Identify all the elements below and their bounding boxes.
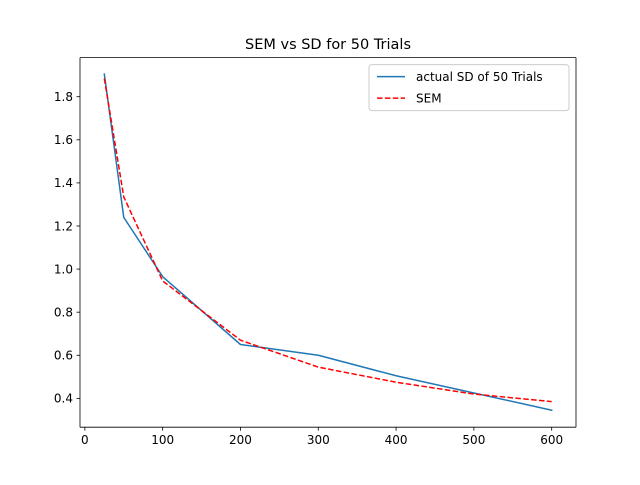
legend-label-1: SEM [416,91,442,105]
y-tick-label: 1.8 [54,90,73,104]
y-tick-label: 1.4 [54,176,73,190]
plot-area [79,57,577,428]
plot-background [80,57,576,428]
x-tick-label: 0 [81,433,89,447]
x-axis: 0 100 200 300 400 500 600 [81,427,563,447]
legend-label-0: actual SD of 50 Trials [416,70,543,84]
legend-box [368,64,570,112]
x-tick-label: 100 [151,433,174,447]
x-tick-label: 200 [229,433,252,447]
chart-title: SEM vs SD for 50 Trials [245,37,411,53]
y-tick-label: 0.4 [54,392,73,406]
series-line-1 [103,78,552,403]
x-tick-label: 300 [307,433,330,447]
y-tick-label: 0.8 [54,305,73,319]
y-tick-label: 1.6 [54,133,73,147]
x-tick-label: 500 [462,433,485,447]
y-tick-label: 1.0 [54,262,73,276]
legend: actual SD of 50 Trials SEM [368,64,570,112]
y-tick-label: 1.2 [54,219,73,233]
series-line-0 [103,73,553,412]
y-axis: 0.4 0.6 0.8 1.0 1.2 1.4 1.6 1.8 [54,90,80,406]
y-tick-label: 0.6 [54,349,73,363]
series-layer [103,73,553,412]
x-tick-label: 600 [540,433,563,447]
x-tick-label: 400 [385,433,408,447]
